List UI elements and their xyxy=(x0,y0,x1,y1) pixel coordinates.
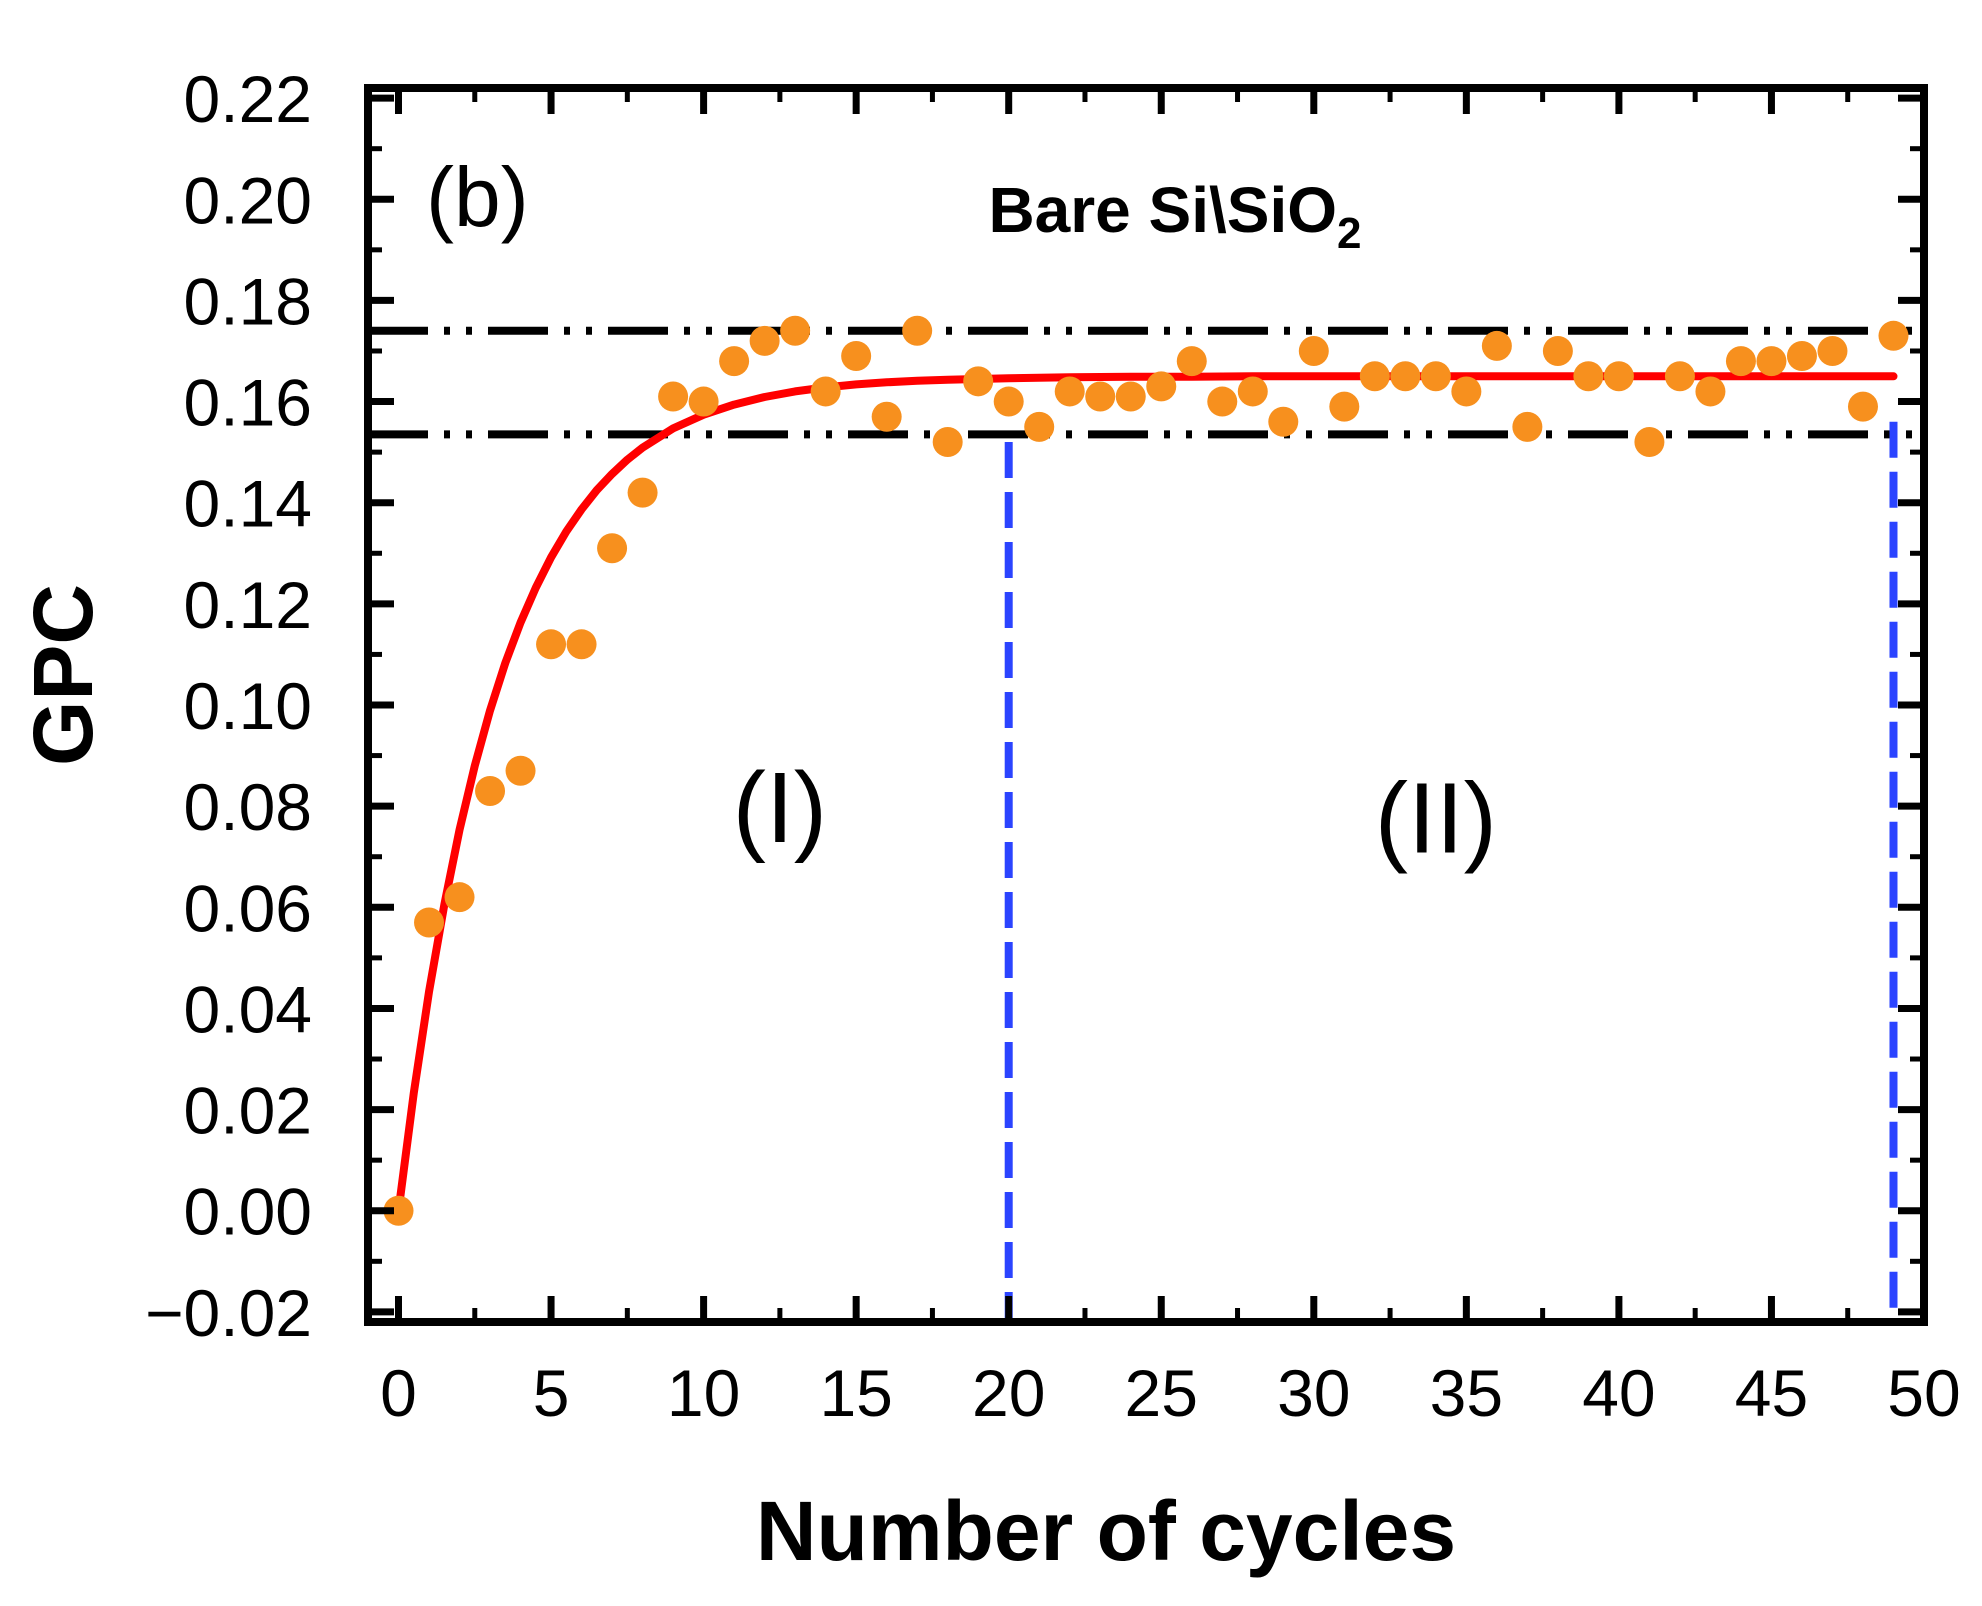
data-point xyxy=(871,401,902,432)
data-point xyxy=(1542,335,1573,366)
data-point xyxy=(963,366,994,397)
x-tick-label: 25 xyxy=(1125,1356,1198,1430)
data-point xyxy=(810,376,841,407)
x-axis-title: Number of cycles xyxy=(756,1484,1456,1578)
data-point xyxy=(1847,391,1878,422)
data-point xyxy=(1512,411,1543,442)
y-tick-label: 0.18 xyxy=(184,264,312,338)
y-axis-title: GPC xyxy=(16,584,110,766)
y-tick-label: 0.10 xyxy=(184,669,312,743)
data-point xyxy=(749,325,780,356)
x-tick-label: 5 xyxy=(533,1356,570,1430)
data-point xyxy=(1420,361,1451,392)
y-tick-label: 0.02 xyxy=(184,1074,312,1148)
x-tick-label: 30 xyxy=(1277,1356,1350,1430)
data-point xyxy=(1085,381,1116,412)
data-point xyxy=(1176,346,1207,377)
data-point xyxy=(1237,376,1268,407)
data-point xyxy=(1207,386,1238,417)
data-point xyxy=(1115,381,1146,412)
y-tick-label: 0.16 xyxy=(184,366,312,440)
data-point xyxy=(719,346,750,377)
x-tick-label: 15 xyxy=(819,1356,892,1430)
data-point xyxy=(1878,320,1909,351)
x-tick-label: 0 xyxy=(380,1356,417,1430)
y-tick-label: 0.00 xyxy=(184,1175,312,1249)
data-point xyxy=(444,882,475,913)
data-point xyxy=(902,315,933,346)
y-tick-label: 0.12 xyxy=(184,568,312,642)
data-point xyxy=(597,533,628,564)
plot-frame xyxy=(364,84,1928,1326)
panel-label: (b) xyxy=(426,150,529,244)
fit-curve xyxy=(394,372,1898,1215)
y-tick-label: 0.08 xyxy=(184,770,312,844)
x-tick-label: 40 xyxy=(1582,1356,1655,1430)
data-point xyxy=(1634,427,1665,458)
data-point xyxy=(1817,335,1848,366)
data-point xyxy=(1298,335,1329,366)
y-tick-label: 0.14 xyxy=(184,467,312,541)
data-point xyxy=(1786,341,1817,372)
data-point xyxy=(414,907,445,938)
data-point xyxy=(1359,361,1390,392)
y-tick-label: 0.20 xyxy=(184,163,312,237)
data-point xyxy=(658,381,689,412)
data-point xyxy=(932,427,963,458)
data-point xyxy=(505,755,536,786)
data-point xyxy=(993,386,1024,417)
data-point xyxy=(1329,391,1360,422)
data-point xyxy=(1146,371,1177,402)
x-tick-label: 45 xyxy=(1735,1356,1808,1430)
data-point xyxy=(566,629,597,660)
data-point xyxy=(536,629,567,660)
data-point xyxy=(688,386,719,417)
y-tick-label: 0.06 xyxy=(184,871,312,945)
data-point xyxy=(1054,376,1085,407)
data-point xyxy=(841,341,872,372)
data-point xyxy=(627,477,658,508)
data-point xyxy=(1664,361,1695,392)
chart-title-subscript: 2 xyxy=(1337,209,1361,258)
y-tick-label: −0.02 xyxy=(145,1276,312,1350)
data-point xyxy=(1390,361,1421,392)
data-point xyxy=(1573,361,1604,392)
data-point xyxy=(1725,346,1756,377)
data-point xyxy=(1024,411,1055,442)
chart-title-main: Bare Si\SiO xyxy=(988,174,1337,246)
x-tick-label: 35 xyxy=(1430,1356,1503,1430)
data-point xyxy=(780,315,811,346)
data-point xyxy=(383,1195,414,1226)
x-tick-label: 20 xyxy=(972,1356,1045,1430)
data-point xyxy=(475,775,506,806)
data-point xyxy=(1695,376,1726,407)
data-point xyxy=(1268,406,1299,437)
data-point xyxy=(1603,361,1634,392)
x-tick-label: 50 xyxy=(1887,1356,1960,1430)
x-tick-label: 10 xyxy=(667,1356,740,1430)
chart-title: Bare Si\SiO2 xyxy=(988,174,1361,258)
data-point xyxy=(1756,346,1787,377)
region-label: (II) xyxy=(1375,762,1497,874)
y-tick-label: 0.04 xyxy=(184,972,312,1046)
region-label: (I) xyxy=(733,752,827,864)
data-point xyxy=(1451,376,1482,407)
y-tick-label: 0.22 xyxy=(184,62,312,136)
data-point xyxy=(1481,330,1512,361)
